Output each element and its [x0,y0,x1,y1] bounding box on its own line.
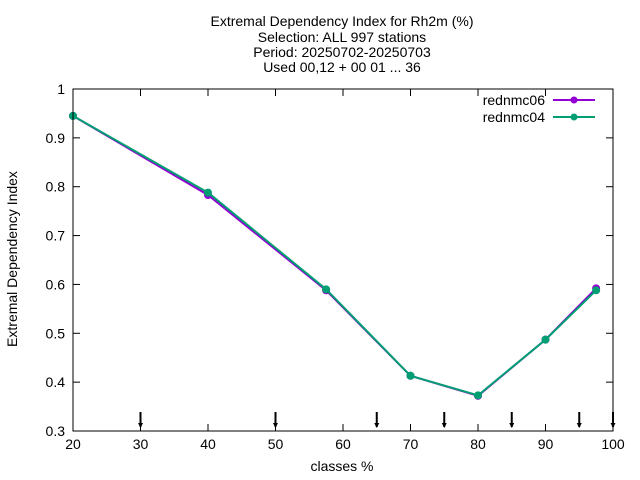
x-tick-label: 20 [65,436,81,452]
data-point-rednmc04 [204,188,212,197]
legend-marker [570,113,578,121]
series-line-rednmc04 [72,115,597,397]
legend-label: rednmc04 [483,109,545,125]
data-point-rednmc04 [406,371,415,380]
chart-title: Extremal Dependency Index for Rh2m (%) S… [211,13,474,75]
x-axis-label: classes % [310,458,373,474]
x-tick-label: 90 [538,436,554,452]
x-tick-labels: 20 30 40 50 60 70 80 90 100 [65,436,625,452]
x-tick-label: 50 [268,436,284,452]
x-tick-label: 70 [403,436,419,452]
x-tick-label: 30 [133,436,149,452]
y-tick-label: 0.7 [46,228,66,244]
y-tick-label: 0.4 [46,374,66,390]
y-tick-label: 0.5 [46,325,66,341]
x-tick-label: 60 [335,436,351,452]
y-tick-labels: 0.3 0.4 0.5 0.6 0.7 0.8 0.9 1 [46,81,66,439]
threshold-marker-arrow [273,423,278,428]
threshold-marker-arrow [138,423,143,428]
data-point-rednmc04 [474,391,482,400]
threshold-marker-arrow [576,423,582,428]
title-line-2: Selection: ALL 997 stations [258,29,426,45]
legend-marker [570,96,578,104]
legend-label: rednmc06 [483,92,545,108]
y-tick-label: 0.9 [46,130,66,146]
title-line-1: Extremal Dependency Index for Rh2m (%) [211,13,474,29]
y-axis-label: Extremal Dependency Index [4,171,20,347]
axis-ticks [72,88,614,432]
plot-frame [72,88,614,432]
data-point-rednmc04 [541,335,550,344]
x-tick-label: 40 [200,436,216,452]
threshold-marker-arrow [441,423,447,428]
series-layer [69,111,601,400]
title-line-4: Used 00,12 + 00 01 ... 36 [263,59,421,75]
data-point-rednmc04 [322,285,331,294]
threshold-markers [138,412,616,428]
y-tick-label: 0.3 [46,423,66,439]
data-point-rednmc04 [592,286,601,295]
y-tick-label: 0.6 [46,276,66,292]
threshold-marker-arrow [509,423,515,428]
y-tick-label: 1 [57,81,65,97]
threshold-marker-arrow [374,423,380,428]
title-line-3: Period: 20250702-20250703 [253,44,431,60]
y-tick-label: 0.8 [46,179,66,195]
x-tick-label: 80 [470,436,486,452]
x-tick-label: 100 [601,436,625,452]
series-line-rednmc06 [72,115,597,397]
